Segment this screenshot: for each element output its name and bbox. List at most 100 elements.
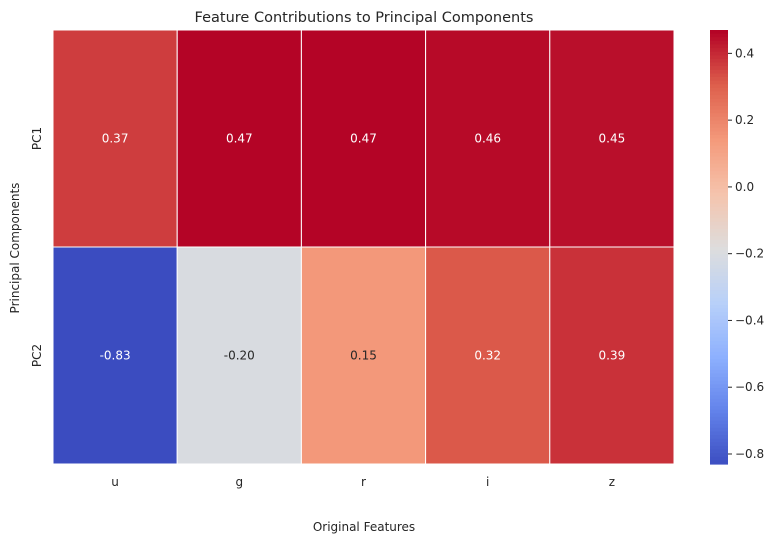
colorbar-segment xyxy=(710,116,728,122)
colorbar-segment xyxy=(710,348,728,353)
colorbar-segment xyxy=(710,91,728,96)
colorbar-segment xyxy=(710,416,728,422)
colorbar-segment xyxy=(710,275,728,281)
colorbar-segment xyxy=(710,214,728,219)
colorbar-segment xyxy=(710,131,728,136)
x-tick-label: z xyxy=(609,475,615,489)
colorbar-tick-label: 0.0 xyxy=(735,180,754,194)
colorbar-segment xyxy=(710,283,728,288)
colorbar-segment xyxy=(710,152,728,158)
colorbar-segment xyxy=(710,460,728,465)
cell-value-label: 0.46 xyxy=(474,132,501,146)
colorbar-segment xyxy=(710,51,728,56)
colorbar-segment xyxy=(710,359,728,364)
colorbar-segment xyxy=(710,160,728,165)
y-axis-ticks: PC1 PC2 xyxy=(30,127,44,367)
colorbar-segment xyxy=(710,265,728,270)
heatmap-cell-pc1-i xyxy=(425,29,551,248)
colorbar-tick-label: 0.2 xyxy=(735,113,754,127)
colorbar-segment xyxy=(710,442,728,447)
colorbar-segment xyxy=(710,272,728,277)
colorbar-segment xyxy=(710,178,728,183)
colorbar-segment xyxy=(710,279,728,284)
x-axis-label: Original Features xyxy=(313,520,415,534)
colorbar-tick-label: −0.8 xyxy=(735,447,764,461)
cell-value-label: 0.47 xyxy=(350,132,377,146)
colorbar-segment xyxy=(710,294,728,299)
colorbar-segment xyxy=(710,55,728,60)
heatmap-cell-pc2-z xyxy=(549,246,675,465)
colorbar-segment xyxy=(710,84,728,89)
colorbar-segment xyxy=(710,366,728,371)
colorbar-segment xyxy=(710,312,728,317)
colorbar-segment xyxy=(710,149,728,154)
colorbar-segment xyxy=(710,420,728,425)
colorbar-segment xyxy=(710,268,728,273)
colorbar-segment xyxy=(710,66,728,71)
colorbar-segment xyxy=(710,322,728,328)
colorbar-segment xyxy=(710,304,728,310)
colorbar-segment xyxy=(710,261,728,266)
heatmap-cell-pc1-g xyxy=(176,29,302,248)
colorbar-segment xyxy=(710,44,728,49)
colorbar-segment xyxy=(710,87,728,93)
colorbar-segment xyxy=(710,109,728,114)
colorbar: 0.4 0.2 0.0 −0.2 −0.4 −0.6 −0.8 xyxy=(710,30,764,465)
colorbar-segment xyxy=(710,102,728,107)
colorbar-segment xyxy=(710,174,728,179)
heatmap-cell-pc1-u xyxy=(52,29,178,248)
colorbar-segment xyxy=(710,449,728,454)
heatmap-cell-pc1-z xyxy=(549,29,675,248)
colorbar-segment xyxy=(710,308,728,313)
colorbar-segment xyxy=(710,391,728,396)
colorbar-segment xyxy=(710,218,728,223)
cell-value-label: 0.45 xyxy=(599,132,626,146)
colorbar-segment xyxy=(710,406,728,411)
colorbar-segment xyxy=(710,236,728,241)
colorbar-segment xyxy=(710,192,728,197)
colorbar-segment xyxy=(710,181,728,187)
heatmap-cell-pc2-g xyxy=(176,246,302,465)
colorbar-segment xyxy=(710,33,728,38)
colorbar-segment xyxy=(710,225,728,230)
heatmap-cell-pc2-i xyxy=(425,246,551,465)
colorbar-segment xyxy=(710,37,728,42)
cell-value-label: 0.37 xyxy=(102,132,129,146)
colorbar-segment xyxy=(710,297,728,302)
colorbar-segment xyxy=(710,344,728,349)
colorbar-segment xyxy=(710,134,728,140)
colorbar-segment xyxy=(710,341,728,346)
cell-value-label: -0.20 xyxy=(224,349,255,363)
colorbar-segment xyxy=(710,301,728,306)
colorbar-tick-label: −0.6 xyxy=(735,380,764,394)
colorbar-segment xyxy=(710,145,728,150)
cell-value-label: -0.83 xyxy=(100,349,131,363)
colorbar-segment xyxy=(710,48,728,53)
colorbar-segment xyxy=(710,254,728,259)
cell-value-label: 0.15 xyxy=(350,349,377,363)
colorbar-segment xyxy=(710,333,728,339)
colorbar-segment xyxy=(710,127,728,132)
colorbar-segment xyxy=(710,445,728,451)
colorbar-segment xyxy=(710,243,728,248)
x-tick-label: i xyxy=(486,475,489,489)
colorbar-segment xyxy=(710,456,728,461)
colorbar-segment xyxy=(710,207,728,212)
x-tick-label: g xyxy=(235,475,243,489)
colorbar-segment xyxy=(710,163,728,169)
colorbar-segment xyxy=(710,199,728,205)
y-tick-label: PC1 xyxy=(30,127,44,150)
colorbar-segment xyxy=(710,388,728,393)
heatmap-cells xyxy=(52,29,675,465)
colorbar-segment xyxy=(710,203,728,208)
colorbar-segment xyxy=(710,95,728,100)
heatmap-cell-pc2-r xyxy=(300,246,427,465)
colorbar-segment xyxy=(710,120,728,125)
colorbar-segment xyxy=(710,257,728,263)
colorbar-segment xyxy=(710,384,728,389)
colorbar-segment xyxy=(710,413,728,418)
colorbar-segment xyxy=(710,395,728,400)
colorbar-segment xyxy=(710,239,728,244)
